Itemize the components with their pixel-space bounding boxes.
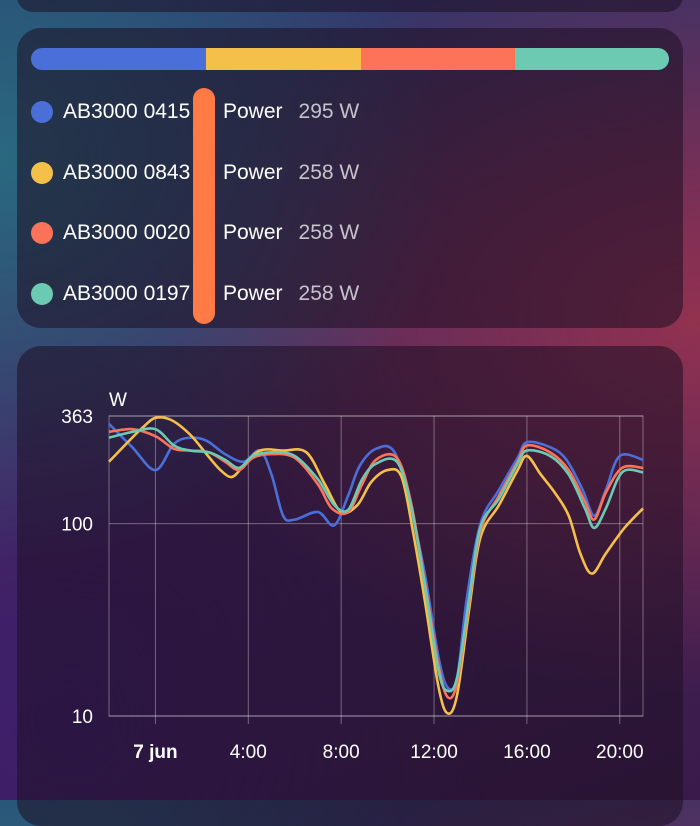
device-name: AB3000 0415 [63,100,191,123]
series-line-1 [108,416,644,715]
y-tick-label: 10 [72,707,93,728]
device-value: 295 W [298,100,360,123]
device-attribute: Power [223,100,283,123]
horizontal-scroll-handle[interactable] [193,88,215,324]
proportion-segment-0 [31,48,207,70]
device-attribute: Power [223,221,283,244]
power-history-card: 363 100 10 7 jun 4:00 8:00 12:00 16:00 20:00 W [17,346,683,826]
x-tick-label: 12:00 [410,742,458,763]
y-axis-unit-label: W [109,390,127,411]
device-value: 258 W [298,282,360,305]
device-color-dot [31,283,53,305]
y-tick-label: 100 [61,515,93,536]
x-tick-label: 4:00 [230,742,267,763]
device-attribute: Power [223,161,283,184]
device-row[interactable]: AB3000 0415 Power 295 W [31,92,661,132]
proportion-segment-1 [206,48,361,70]
device-color-dot [31,222,53,244]
device-name: AB3000 0197 [63,282,191,305]
previous-card [17,0,683,12]
power-history-chart: 363 100 10 7 jun 4:00 8:00 12:00 16:00 20:00 W [61,390,644,763]
device-value: 258 W [298,161,360,184]
x-tick-label: 8:00 [323,742,360,763]
x-tick-label: 16:00 [503,742,551,763]
power-proportion-bar [31,48,669,70]
device-color-dot [31,101,53,123]
y-tick-label: 363 [61,407,93,428]
device-value: 258 W [298,221,360,244]
proportion-segment-3 [515,48,669,70]
device-attribute: Power [223,282,283,305]
device-power-card: AB3000 0415 Power 295 W AB3000 0843 Powe… [17,28,683,328]
series-line-3 [108,427,644,693]
device-color-dot [31,162,53,184]
device-row[interactable]: AB3000 0843 Power 258 W [31,153,661,193]
device-name: AB3000 0020 [63,221,191,244]
device-name: AB3000 0843 [63,161,191,184]
proportion-segment-2 [360,48,516,70]
series-line-2 [108,427,644,700]
device-row[interactable]: AB3000 0197 Power 258 W [31,274,661,314]
x-tick-label: 7 jun [133,742,177,763]
x-tick-label: 20:00 [596,742,644,763]
device-row[interactable]: AB3000 0020 Power 258 W [31,213,661,253]
plot-frame [108,415,644,717]
